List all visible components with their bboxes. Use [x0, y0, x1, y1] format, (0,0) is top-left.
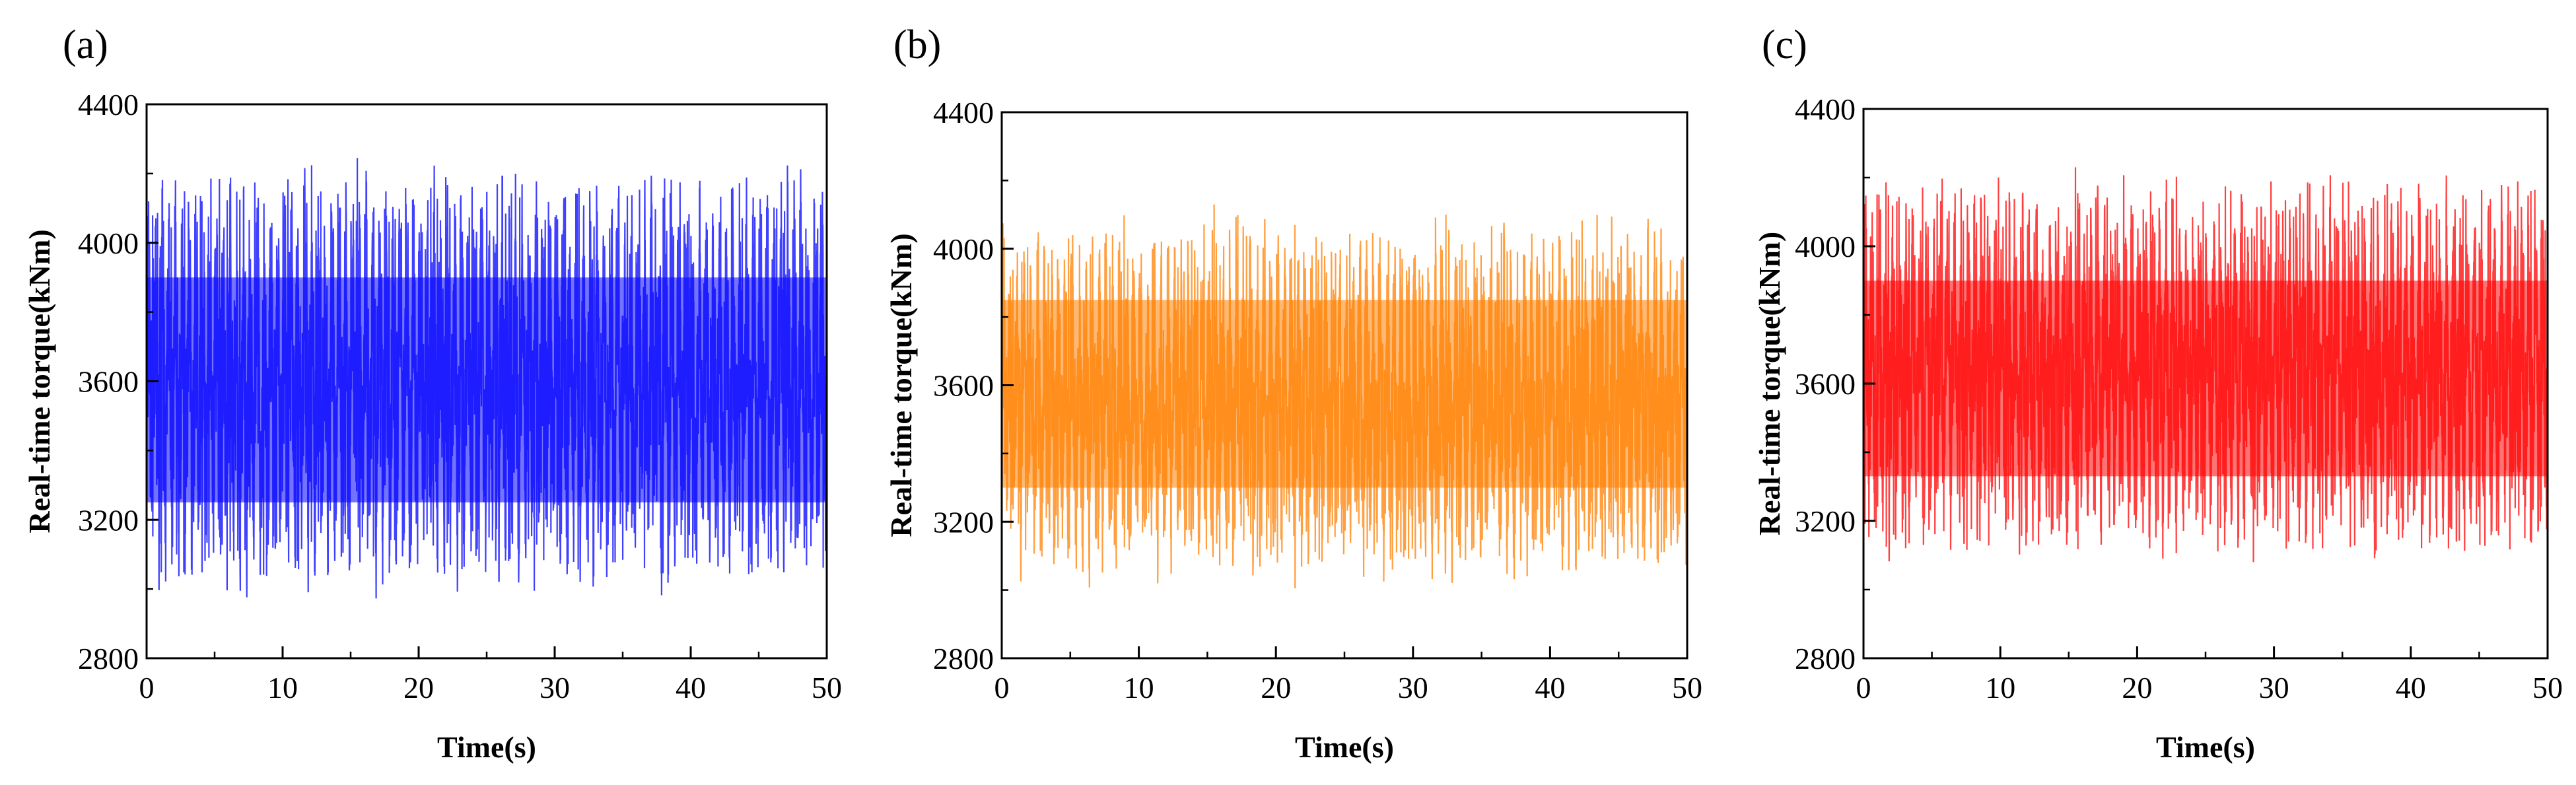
x-tick-label: 50: [2532, 671, 2563, 704]
x-tick-label: 50: [1672, 671, 1702, 704]
y-tick-label: 3600: [1795, 367, 1856, 401]
y-tick-label: 3600: [78, 365, 139, 399]
y-tick-label: 4400: [78, 88, 139, 121]
chart-panel-c: 0 10 20 30 40 50 2800 3200 3600 4000 4400 Time(s) Re…: [1753, 22, 2563, 764]
x-tick-label: 30: [2259, 671, 2289, 704]
x-tick-label: 30: [540, 671, 570, 704]
x-tick-label: 0: [1856, 671, 1871, 704]
x-tick-label: 50: [812, 671, 842, 704]
y-tick-label: 3600: [933, 369, 994, 403]
x-axis-title: Time(s): [2156, 730, 2255, 764]
x-tick-label: 40: [2396, 671, 2426, 704]
x-tick-label: 20: [403, 671, 434, 704]
y-axis-title: Real-time torque(kNm): [1753, 232, 1786, 535]
y-tick-label: 4000: [1795, 230, 1856, 263]
y-tick-label: 3200: [1795, 504, 1856, 538]
x-tick-label: 10: [1124, 671, 1154, 704]
series-core-band: [1863, 281, 2548, 477]
panel-label: (c): [1762, 22, 1807, 67]
y-tick-label: 2800: [933, 642, 994, 675]
y-tick-label: 3200: [933, 505, 994, 539]
x-axis-title: Time(s): [1295, 730, 1394, 764]
y-tick-label: 2800: [1795, 642, 1856, 675]
y-tick-label: 4000: [78, 226, 139, 260]
series-core-band: [147, 277, 827, 503]
panel-label: (b): [893, 22, 941, 67]
y-tick-label: 4400: [933, 96, 994, 129]
y-axis-title: Real-time torque(kNm): [22, 229, 56, 533]
x-tick-label: 0: [994, 671, 1010, 704]
x-axis-title: Time(s): [437, 730, 536, 764]
x-tick-label: 20: [1261, 671, 1291, 704]
y-tick-label: 4000: [933, 232, 994, 266]
x-tick-label: 0: [139, 671, 155, 704]
x-tick-label: 10: [1985, 671, 2015, 704]
x-tick-label: 10: [267, 671, 298, 704]
series-core-band: [1002, 300, 1687, 488]
y-tick-label: 4400: [1795, 92, 1856, 126]
x-tick-label: 30: [1398, 671, 1428, 704]
x-tick-label: 40: [676, 671, 706, 704]
y-tick-label: 3200: [78, 503, 139, 537]
chart-panel-a: 0 10 20 30 40 50 2800 3200 3600 4000 4400 Time(s) Re…: [22, 22, 842, 764]
chart-panel-b: 0 10 20 30 40 50 2800 3200 3600 4000 4400 Time(s) Re…: [884, 22, 1702, 764]
x-tick-label: 40: [1535, 671, 1565, 704]
panel-label: (a): [63, 22, 108, 67]
y-tick-label: 2800: [78, 642, 139, 675]
y-axis-title: Real-time torque(kNm): [884, 233, 918, 537]
x-tick-label: 20: [2122, 671, 2152, 704]
